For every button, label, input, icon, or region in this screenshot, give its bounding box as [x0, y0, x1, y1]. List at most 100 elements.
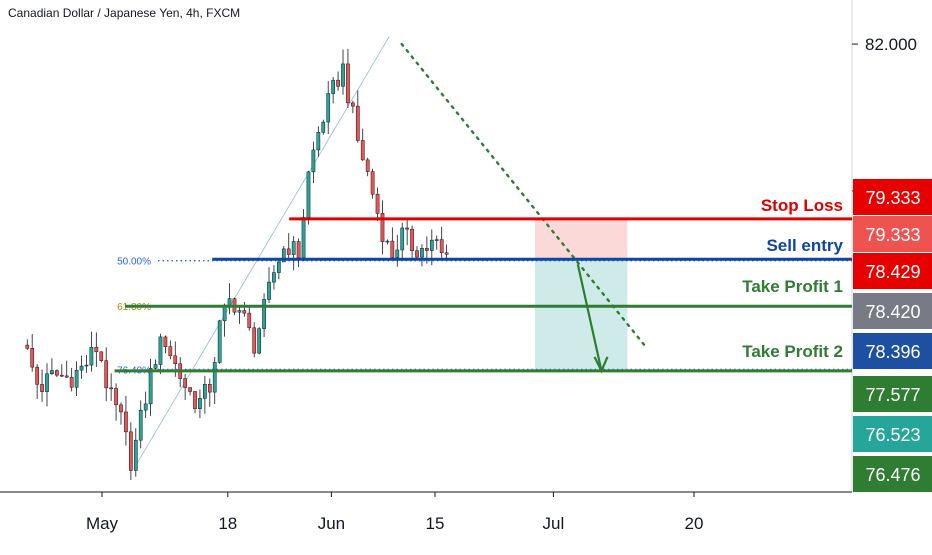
candle-up	[311, 149, 316, 173]
candle-down	[114, 388, 118, 406]
candle-up	[79, 365, 84, 371]
candle-down	[390, 240, 395, 258]
candle-down	[69, 376, 74, 388]
risk-reward-zones[interactable]	[534, 218, 628, 371]
candle-up	[341, 63, 345, 87]
price-label-text: 78.396	[865, 342, 920, 362]
candle-down	[129, 431, 133, 471]
candle-up	[316, 132, 321, 151]
x-tick-label: Jun	[318, 514, 345, 533]
chart-title: Canadian Dollar / Japanese Yen, 4h, FXCM	[8, 6, 241, 20]
candle-down	[40, 384, 44, 392]
candle-down	[124, 411, 128, 433]
level-label: Stop Loss	[761, 196, 843, 215]
candle-up	[158, 336, 163, 365]
trade-levels[interactable]: Stop Loss Sell entry Take Profit 1 Take Pro…	[114, 196, 852, 373]
candle-up	[272, 272, 276, 283]
candle-up	[257, 328, 261, 354]
price-label-box[interactable]	[853, 253, 932, 289]
price-label-text: 79.333	[865, 225, 920, 245]
candle-down	[444, 252, 449, 255]
projection-arrowhead[interactable]	[593, 356, 609, 374]
candle-down	[94, 346, 99, 353]
fib-level-label: 50.00%	[117, 257, 151, 268]
price-label-text: 76.523	[865, 425, 920, 445]
price-label-box[interactable]	[853, 376, 932, 412]
candlestick-series	[25, 48, 449, 480]
price-label-box[interactable]	[853, 333, 932, 369]
candle-down	[375, 193, 380, 214]
candle-down	[168, 346, 173, 357]
candle-up	[198, 398, 202, 409]
candle-down	[207, 383, 212, 393]
time-axis[interactable]: May 18 Jun 15 Jul 20	[86, 492, 704, 533]
candle-down	[252, 327, 257, 354]
candle-down	[64, 375, 69, 378]
level-label: Take Profit 2	[742, 342, 843, 361]
candle-down	[104, 360, 109, 389]
candle-up	[321, 121, 326, 133]
candle-down	[99, 351, 104, 361]
projection-path[interactable]	[576, 264, 603, 372]
candle-up	[420, 248, 424, 258]
x-tick-label: 18	[218, 514, 237, 533]
level-label: Take Profit 1	[742, 277, 843, 296]
candle-up	[434, 239, 439, 241]
candle-up	[153, 364, 158, 369]
candle-down	[247, 312, 252, 329]
candle-up	[277, 261, 281, 273]
candle-up	[267, 281, 271, 300]
candle-up	[50, 370, 54, 375]
candle-down	[59, 374, 64, 377]
candle-down	[296, 241, 301, 259]
candle-down	[355, 105, 360, 141]
candle-down	[119, 404, 123, 413]
candle-up	[331, 79, 335, 94]
projection-arrow[interactable]	[576, 264, 609, 374]
trend-lines[interactable]	[134, 36, 646, 467]
price-axis[interactable]: 82.00080.00079.33379.33378.42978.42078.3…	[852, 35, 932, 492]
level-label: Sell entry	[766, 236, 843, 255]
candle-up	[45, 373, 49, 392]
price-label-box[interactable]	[853, 293, 932, 329]
downtrend-line[interactable]	[400, 42, 646, 347]
candle-down	[163, 336, 168, 347]
price-label-text: 79.333	[865, 188, 920, 208]
price-label-box[interactable]	[853, 456, 932, 492]
candle-up	[395, 249, 400, 258]
candle-down	[55, 370, 59, 376]
x-tick-label: Jul	[543, 514, 565, 533]
candle-up	[237, 310, 242, 313]
candle-up	[301, 217, 306, 259]
candle-up	[84, 364, 89, 367]
candle-up	[148, 368, 153, 405]
candle-up	[385, 240, 390, 243]
price-label-box[interactable]	[853, 216, 932, 252]
price-label-text: 78.420	[865, 302, 920, 322]
candle-up	[326, 93, 331, 123]
stop-loss-zone[interactable]	[534, 218, 628, 260]
candle-up	[212, 362, 217, 393]
candle-up	[306, 171, 311, 218]
fib-anchor-line[interactable]	[134, 36, 390, 467]
candle-up	[400, 227, 405, 251]
candle-up	[138, 409, 143, 441]
candle-up	[291, 241, 296, 255]
price-label-box[interactable]	[853, 179, 932, 215]
candle-down	[370, 171, 375, 195]
candle-down	[380, 213, 385, 243]
x-tick-label: May	[86, 514, 119, 533]
candle-down	[425, 248, 429, 251]
candle-down	[410, 228, 414, 251]
candle-down	[360, 140, 365, 161]
candle-up	[217, 320, 222, 363]
price-label-text: 77.577	[865, 385, 920, 405]
price-label-box[interactable]	[853, 416, 932, 452]
price-label-text: 78.429	[865, 262, 920, 282]
candle-up	[281, 248, 286, 263]
price-label-text: 76.476	[865, 465, 920, 485]
candle-down	[415, 250, 419, 258]
candle-down	[439, 239, 444, 253]
